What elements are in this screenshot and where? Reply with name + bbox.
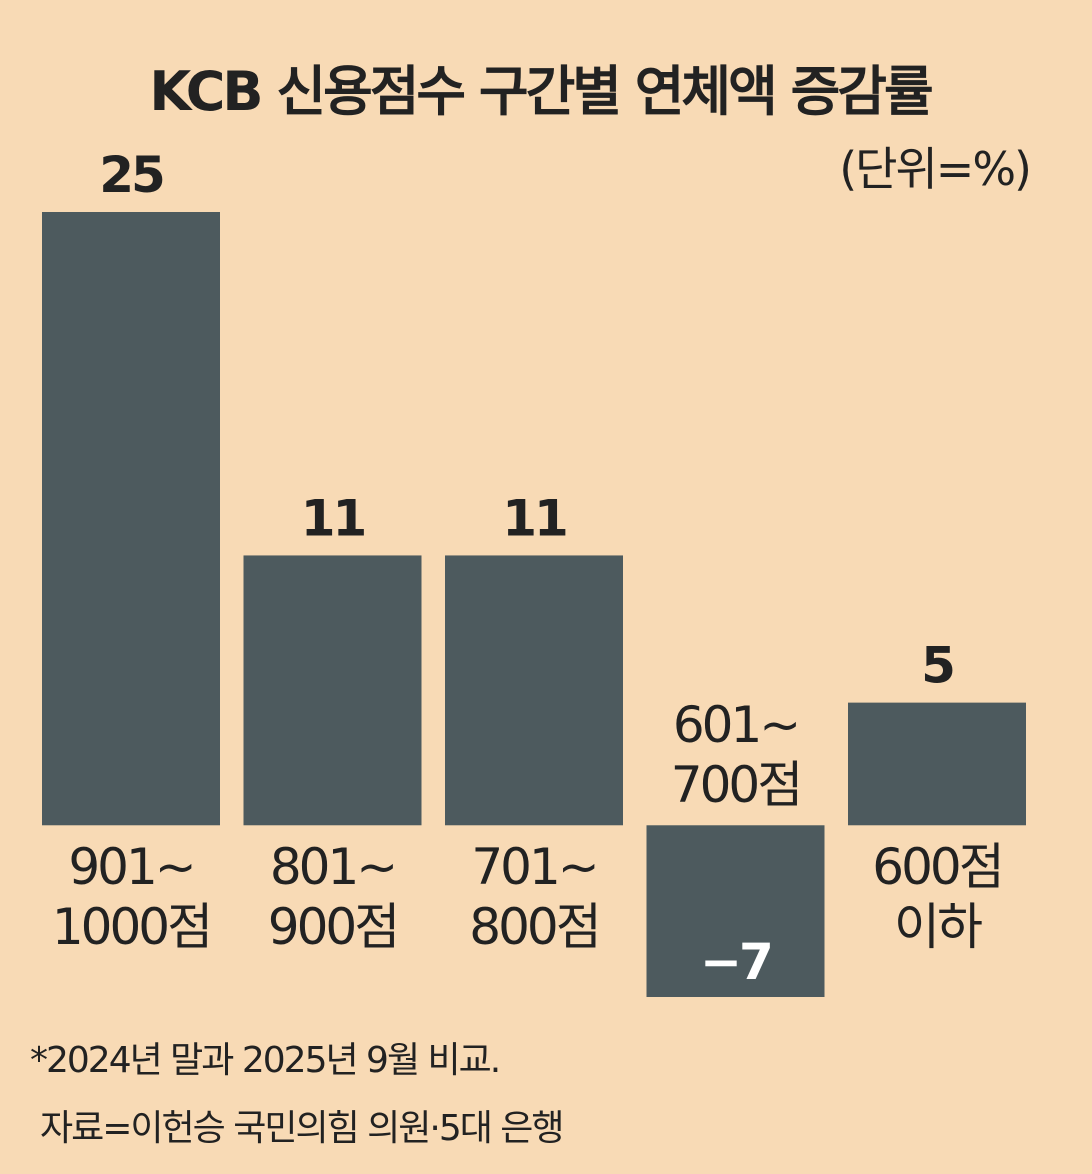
- value-label: −7: [700, 933, 771, 991]
- category-label: 600점 이하: [872, 838, 1004, 957]
- value-label: 11: [301, 489, 365, 547]
- bar: [445, 555, 623, 826]
- category-label: 801~ 900점: [267, 838, 400, 957]
- value-label: 11: [502, 489, 566, 547]
- bar: [646, 825, 825, 997]
- value-label: 5: [921, 637, 953, 695]
- bar: [42, 212, 220, 826]
- value-label: 25: [99, 146, 163, 204]
- unit-label: (단위=%): [839, 142, 1030, 196]
- source: 자료=이헌승 국민의힘 의원·5대 은행: [40, 1108, 563, 1149]
- category-label: 701~ 800점: [469, 838, 601, 957]
- chart-title: KCB 신용점수 구간별 연체액 증감률: [149, 60, 932, 123]
- bar: [848, 702, 1026, 826]
- footnote: *2024년 말과 2025년 9월 비교.: [30, 1040, 499, 1081]
- category-label: 601~ 700점: [670, 696, 803, 815]
- category-label: 901~ 1000점: [51, 838, 213, 957]
- bar: [243, 555, 422, 826]
